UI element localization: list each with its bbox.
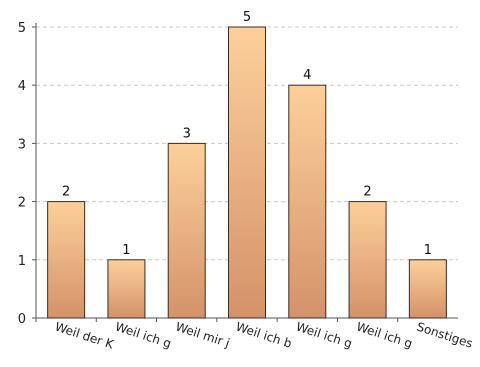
- bar: [47, 201, 86, 319]
- category-label: Weil der K: [53, 320, 116, 352]
- data-label: 2: [62, 185, 70, 200]
- category-label: Weil mir j: [174, 320, 232, 351]
- category-label: Weil ich b: [234, 320, 293, 351]
- category-label: Sonstiges: [415, 320, 475, 351]
- category-label: Weil ich g: [355, 320, 414, 351]
- bar: [107, 259, 146, 319]
- data-label: 2: [363, 185, 371, 200]
- bar: [408, 259, 447, 319]
- data-label: 3: [183, 126, 191, 141]
- data-label: 5: [243, 10, 251, 25]
- data-label: 1: [122, 243, 130, 258]
- y-tick-label: 2: [18, 196, 26, 211]
- data-label: 4: [303, 68, 311, 83]
- y-tick-label: 3: [18, 137, 26, 152]
- y-tick-label: 1: [18, 254, 26, 269]
- category-label: Weil ich g: [114, 320, 173, 351]
- data-label: 1: [424, 243, 432, 258]
- y-tick-label: 4: [18, 79, 26, 94]
- category-label: Weil ich g: [294, 320, 353, 351]
- y-tick-label: 5: [18, 21, 26, 36]
- bar: [228, 26, 266, 319]
- bar: [288, 84, 327, 319]
- bar: [348, 201, 387, 319]
- bar: [167, 142, 206, 319]
- y-tick-label: 0: [18, 312, 26, 327]
- bars: [47, 26, 447, 319]
